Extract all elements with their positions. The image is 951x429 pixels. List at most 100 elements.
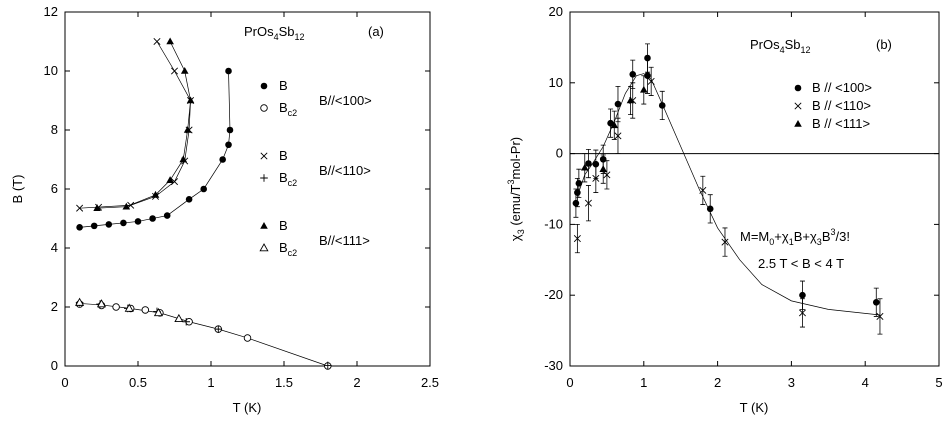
panel-b-legend-label: B // <111>	[812, 116, 870, 131]
panel-b-xtick-label: 5	[935, 375, 942, 390]
panel-b-curves	[570, 73, 939, 316]
panel-b-axes: 0 1 2 3 4 5 -30 -20 -10 0 10 20	[544, 4, 942, 390]
panel-b-point-filled-triangle	[580, 163, 589, 171]
panel-b-point-filled-circle	[799, 291, 806, 299]
panel-b-point-filled-circle	[575, 180, 583, 187]
panel-a-point-open-circle	[141, 306, 150, 314]
panel-a-point-plus	[214, 325, 223, 333]
panel-a-xtick-label: 1	[207, 375, 214, 390]
panel-b-point-cross-x	[592, 174, 600, 182]
panel-a-point-cross-x	[170, 178, 179, 186]
panel-b-point-filled-circle	[585, 160, 592, 167]
panel-a-point-filled-triangle	[93, 204, 101, 211]
panel-a-point-plus	[324, 361, 332, 370]
panel-a-ytick-label: 10	[44, 63, 58, 78]
panel-a-legend-marker	[260, 152, 268, 160]
panel-b-point-filled-circle	[574, 189, 581, 196]
panel-a-point-filled-circle	[225, 67, 232, 75]
panel-a-point-open-triangle	[174, 313, 184, 323]
panel-a-legend-marker	[260, 222, 268, 229]
panel-b-point-cross-x	[798, 309, 806, 317]
panel-a-point-open-triangle	[153, 307, 164, 317]
panel-a-curves	[79, 41, 328, 367]
panel-a-point-filled-triangle	[180, 67, 189, 74]
panel-a-ytick-label: 6	[51, 181, 58, 196]
panel-a-point-cross-x	[153, 37, 161, 46]
panel-b-ytick-label: 0	[556, 146, 563, 161]
panel-a: 0 0.5 1 1.5 2 2.5 0 2 4 6 8 10 12 T (K) B (T) PrOs4S…	[10, 4, 439, 415]
panel-b-ytick-label: -30	[544, 358, 563, 373]
panel-a-guide-curve	[79, 303, 328, 367]
panel-a-guide-curve	[79, 70, 231, 228]
panel-a-legend-label: B	[279, 218, 288, 233]
panel-a-legend-direction: B//<111>	[319, 233, 370, 248]
panel-b-point-filled-triangle	[626, 96, 635, 104]
panel-a-point-filled-triangle	[166, 37, 174, 45]
panel-a-point-filled-circle	[185, 196, 193, 203]
panel-b-ytick-label: 10	[549, 75, 563, 90]
panel-a-point-filled-triangle	[166, 176, 174, 183]
panel-a-legend-marker	[260, 104, 268, 112]
panel-b-xtick-label: 4	[862, 375, 869, 390]
panel-b-plot-frame	[569, 11, 940, 367]
panel-b-tag: (b)	[876, 37, 892, 52]
panel-b-ytick-label: 20	[549, 4, 563, 19]
panel-b-xlabel: T (K)	[740, 400, 769, 415]
panel-a-xtick-label: 2	[353, 375, 360, 390]
panel-a-point-filled-circle	[226, 126, 234, 134]
panel-a-legend-direction: B//<110>	[319, 163, 371, 178]
panel-a-legend-label: B	[279, 78, 288, 93]
panel-a-legend-marker	[260, 82, 268, 90]
panel-a-legend-label: Bc2	[279, 240, 297, 258]
panel-b-legend-marker	[794, 84, 802, 92]
panel-b-point-cross-x	[721, 238, 729, 246]
panel-a-point-filled-triangle	[122, 202, 131, 210]
panel-a-axes: 0 0.5 1 1.5 2 2.5 0 2 4 6 8 10 12	[44, 4, 440, 390]
panel-a-xtick-label: 0	[61, 375, 68, 390]
panel-b-point-cross-x	[573, 235, 581, 243]
panel-a-point-filled-triangle	[183, 126, 192, 133]
panel-b-compound-label: PrOs4Sb12	[750, 37, 811, 55]
panel-a-point-filled-circle	[149, 215, 156, 222]
panel-b-point-cross-x	[699, 186, 707, 194]
panel-a-point-filled-circle	[134, 218, 142, 225]
panel-b-xtick-label: 2	[714, 375, 721, 390]
panel-a-ytick-label: 4	[51, 240, 58, 255]
panel-a-point-filled-circle	[200, 185, 207, 193]
panel-b-legend-marker	[794, 120, 802, 127]
panel-a-point-filled-circle	[76, 224, 83, 231]
panel-a-legend: B Bc2 B//<100> B Bc2 B//<110> B Bc2 B//<111>	[259, 78, 372, 258]
panel-b-point-filled-triangle	[610, 121, 619, 129]
panel-a-legend-direction: B//<100>	[319, 93, 372, 108]
panel-a-ytick-label: 2	[51, 299, 58, 314]
panel-a-legend-marker	[259, 243, 269, 252]
panel-a-point-filled-triangle	[179, 155, 188, 163]
panel-b-point-filled-triangle	[640, 85, 648, 93]
panel-b-fit-curve	[577, 73, 880, 316]
panel-a-ylabel: B (T)	[10, 175, 25, 204]
panel-a-point-filled-triangle	[186, 96, 195, 104]
panel-a-ytick-label: 12	[44, 4, 58, 19]
panel-a-points	[75, 37, 332, 370]
panel-b-point-cross-x	[614, 132, 622, 140]
panel-a-point-open-triangle	[124, 303, 134, 312]
panel-b-point-filled-circle	[872, 298, 880, 306]
panel-a-point-filled-circle	[219, 156, 226, 163]
panel-b-point-filled-circle	[644, 72, 651, 80]
panel-b-xtick-label: 0	[566, 375, 573, 390]
panel-b-legend-label: B // <100>	[812, 80, 872, 95]
panel-a-point-filled-circle	[225, 141, 232, 149]
panel-b-points	[572, 43, 884, 335]
panel-b-point-filled-circle	[614, 100, 622, 108]
panel-b-xtick-label: 3	[788, 375, 795, 390]
panel-a-legend-marker	[260, 174, 268, 182]
panel-b-point-cross-x	[584, 199, 592, 207]
panel-b-xtick-label: 1	[640, 375, 647, 390]
panel-b-range-note: 2.5 T < B < 4 T	[758, 256, 844, 271]
panel-b-ytick-label: -10	[544, 216, 563, 231]
panel-b-point-filled-circle	[706, 205, 714, 213]
panel-a-legend-label: Bc2	[279, 100, 297, 118]
panel-a-point-cross-x	[76, 204, 84, 212]
panel-a-compound-label: PrOs4Sb12	[244, 24, 305, 42]
